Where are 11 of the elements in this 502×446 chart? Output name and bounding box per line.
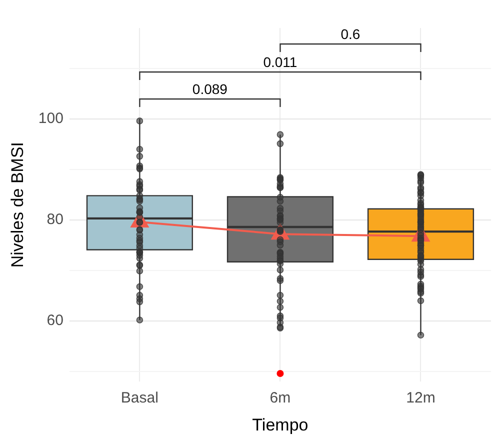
annotation: 0.089 — [192, 80, 228, 97]
y-axis-title: Niveles de BMSI — [8, 142, 27, 268]
annotation: 0.6 — [340, 26, 360, 42]
annotation: 0.011 — [263, 54, 298, 70]
x-tick-label: 6m — [270, 390, 291, 407]
x-axis-title: Tiempo — [252, 415, 308, 434]
y-tick-label: 100 — [38, 110, 64, 128]
y-tick-label: 60 — [46, 312, 64, 330]
x-tick-label: 12m — [406, 390, 436, 407]
y-tick-label: 80 — [46, 211, 64, 228]
x-tick-label: Basal — [120, 390, 158, 407]
